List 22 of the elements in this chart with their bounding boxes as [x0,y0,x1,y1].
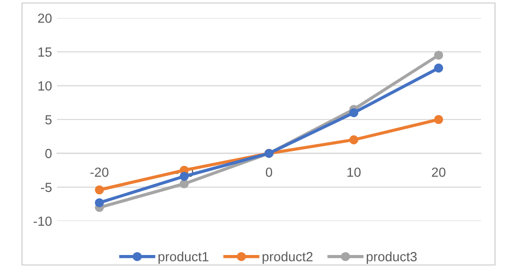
point [434,50,444,60]
y-tick-label: -10 [34,216,52,226]
y-tick-label: 15 [38,48,52,57]
y-tick-label: 0 [45,148,52,158]
point [94,185,104,194]
point [349,108,358,118]
x-tick-label: -20 [90,168,108,177]
x-tick-label: 0 [266,168,272,177]
y-tick-label: -5 [40,182,52,192]
legend-label: product2 [262,252,312,264]
x-tick-label: 20 [432,168,446,177]
y-tick-label: 20 [38,14,52,23]
y-tick-label: 10 [38,81,52,91]
x-tick-label: 10 [347,168,361,177]
point [434,114,444,124]
legend-label: product3 [366,252,417,264]
point [349,135,358,144]
point [434,64,444,73]
legend-label: product1 [158,252,208,264]
point [94,198,104,208]
y-tick-label: 5 [45,115,52,124]
point [180,179,189,188]
